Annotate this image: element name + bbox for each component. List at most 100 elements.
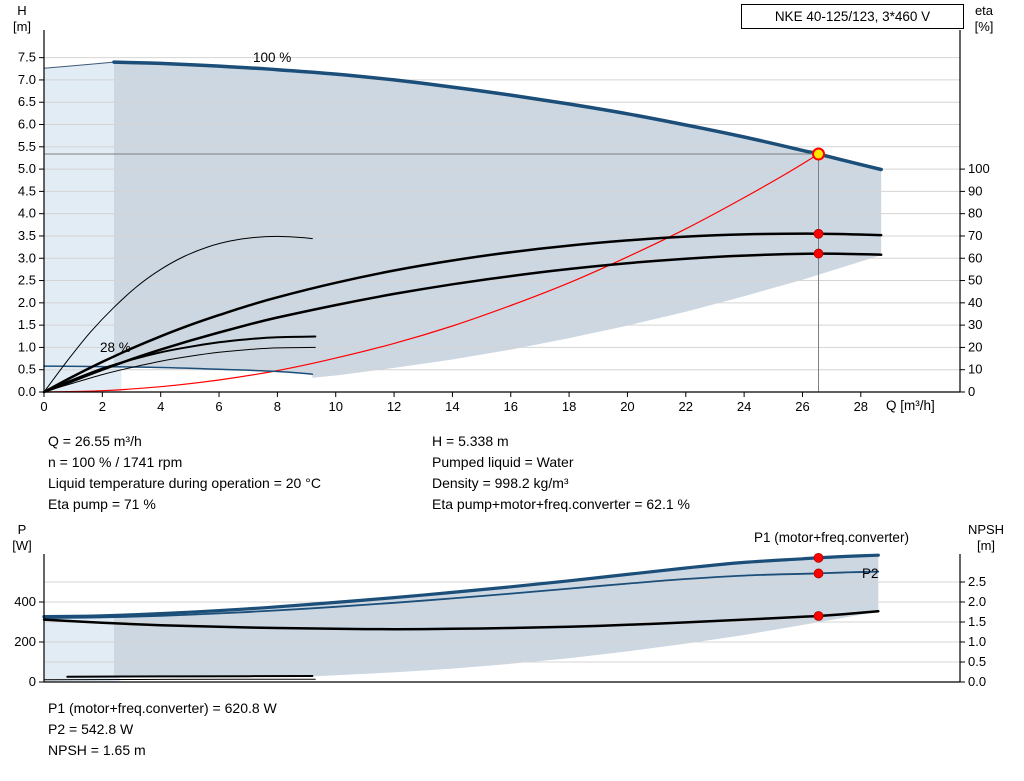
speed-100-label: 100 % — [253, 50, 291, 65]
y-left-tick-label: 3.0 — [18, 250, 36, 265]
y-left-tick-label: 6.0 — [18, 117, 36, 132]
low-flow-region — [44, 62, 122, 392]
hq-eta-chart: 0 2 4 6 8 10 12 14 16 18 20 22 24 26 280.00.51.01.52.0… — [18, 30, 990, 414]
y-right-tick-label: 1.0 — [968, 634, 986, 649]
y-left-tick-label: 7.0 — [18, 72, 36, 87]
x-tick-label: 6 — [215, 399, 222, 414]
npsh-axis-label: NPSH [m] — [954, 522, 1018, 554]
x-tick-label: 20 — [620, 399, 634, 414]
y-right-tick-label: 80 — [968, 206, 982, 221]
info-line-eta-total: Eta pump+motor+freq.converter = 62.1 % — [432, 496, 690, 512]
y-left-tick-label: 0.5 — [18, 362, 36, 377]
x-tick-label: 2 — [99, 399, 106, 414]
speed-28-label: 28 % — [100, 340, 131, 355]
y-left-tick-label: 2.5 — [18, 273, 36, 288]
x-tick-label: 22 — [679, 399, 693, 414]
eta-axis-unit: [%] — [974, 19, 994, 34]
npsh-duty-dot — [813, 611, 824, 621]
duty-point[interactable] — [812, 147, 826, 161]
info-line-head: H = 5.338 m — [432, 433, 509, 449]
p-axis-label: P [W] — [4, 522, 40, 554]
y-right-tick-label: 0.5 — [968, 654, 986, 669]
p2-duty-dot — [813, 568, 824, 579]
y-left-tick-label: 400 — [14, 594, 36, 609]
x-tick-label: 0 — [40, 399, 47, 414]
x-tick-label: 16 — [504, 399, 518, 414]
y-right-tick-label: 40 — [968, 295, 982, 310]
power-npsh-chart: 0 200 400 0.0 0.5 1.0 1.5 2.0 2.5 P1 (motor+freq.… — [14, 530, 986, 689]
y-left-tick-label: 1.5 — [18, 317, 36, 332]
q-axis-label: Q [m³/h] — [886, 398, 935, 413]
y-left-tick-label: 0 — [29, 674, 36, 689]
y-right-tick-label: 60 — [968, 250, 982, 265]
y-right-tick-label: 20 — [968, 339, 982, 354]
low-flow-region-power — [44, 615, 120, 682]
y-right-tick-label: 90 — [968, 183, 982, 198]
y-right-tick-label: 30 — [968, 317, 982, 332]
power-envelope — [114, 555, 879, 677]
npsh-axis-symbol: NPSH — [967, 522, 1005, 537]
y-right-tick-label: 2.0 — [968, 594, 986, 609]
y-left-tick-label: 0.0 — [18, 384, 36, 399]
y-left-tick-label: 5.0 — [18, 161, 36, 176]
info-line-speed: n = 100 % / 1741 rpm — [48, 454, 183, 470]
eta-axis-label: eta [%] — [962, 3, 1006, 35]
eta-total-duty-dot — [813, 248, 824, 259]
p2-curve — [43, 570, 880, 619]
x-tick-label: 4 — [157, 399, 164, 414]
y-right-tick-label: 1.5 — [968, 614, 986, 629]
h-axis-unit: [m] — [12, 19, 32, 34]
y-right-tick-label: 2.5 — [968, 574, 986, 589]
info-line-p2: P2 = 542.8 W — [48, 721, 134, 737]
control-curve-red — [43, 153, 820, 393]
info-line-density: Density = 998.2 kg/m³ — [432, 475, 569, 491]
duty-info-right: H = 5.338 m Pumped liquid = Water Densit… — [432, 431, 690, 515]
p1-curve — [42, 553, 880, 619]
x-tick-label: 14 — [445, 399, 459, 414]
p2-curve-28pct — [43, 678, 316, 681]
y-left-tick-label: 4.5 — [18, 183, 36, 198]
x-tick-label: 8 — [274, 399, 281, 414]
x-tick-label: 24 — [737, 399, 751, 414]
eta-axis-symbol: eta — [974, 3, 994, 18]
x-tick-label: 12 — [387, 399, 401, 414]
x-tick-label: 10 — [328, 399, 342, 414]
p1-curve-28pct — [66, 675, 314, 678]
x-tick-label: 18 — [562, 399, 576, 414]
pump-model-badge: NKE 40-125/123, 3*460 V — [741, 4, 964, 29]
p1-duty-dot — [813, 552, 824, 563]
p2-curve-label: P2 — [862, 566, 879, 581]
p-axis-symbol: P — [17, 522, 27, 537]
y-right-tick-label: 70 — [968, 228, 982, 243]
y-right-tick-label: 0 — [968, 384, 975, 399]
envelope-top-edge — [43, 61, 115, 69]
eta-pump-duty-dot — [813, 228, 824, 239]
info-line-eta-pump: Eta pump = 71 % — [48, 496, 156, 512]
info-line-npsh: NPSH = 1.65 m — [48, 742, 146, 758]
h-axis-label: H [m] — [4, 3, 40, 35]
h-axis-symbol: H — [17, 3, 27, 18]
x-tick-label: 26 — [795, 399, 809, 414]
pump-curve-100pct — [112, 60, 883, 172]
eta-pump-curve-28pct — [43, 235, 313, 393]
y-right-tick-label: 50 — [968, 273, 982, 288]
y-left-tick-label: 1.0 — [18, 339, 36, 354]
eta-pump-curve — [42, 232, 883, 394]
p-axis-unit: [W] — [12, 538, 32, 553]
y-left-tick-label: 6.5 — [18, 94, 36, 109]
info-line-p1: P1 (motor+freq.converter) = 620.8 W — [48, 700, 277, 716]
info-line-liquid: Pumped liquid = Water — [432, 454, 574, 470]
npsh-curve — [42, 609, 880, 631]
y-left-tick-label: 2.0 — [18, 295, 36, 310]
p1-curve-label: P1 (motor+freq.converter) — [754, 530, 909, 545]
duty-info-left: Q = 26.55 m³/h n = 100 % / 1741 rpm Liqu… — [48, 431, 321, 515]
y-left-tick-label: 4.0 — [18, 206, 36, 221]
info-line-q: Q = 26.55 m³/h — [48, 433, 142, 449]
npsh-axis-unit: [m] — [976, 538, 996, 553]
info-line-temperature: Liquid temperature during operation = 20… — [48, 475, 321, 491]
eta-motor-curve-28pct — [43, 346, 316, 393]
power-info-block: P1 (motor+freq.converter) = 620.8 W P2 =… — [48, 698, 277, 761]
pump-model-text: NKE 40-125/123, 3*460 V — [774, 9, 931, 24]
